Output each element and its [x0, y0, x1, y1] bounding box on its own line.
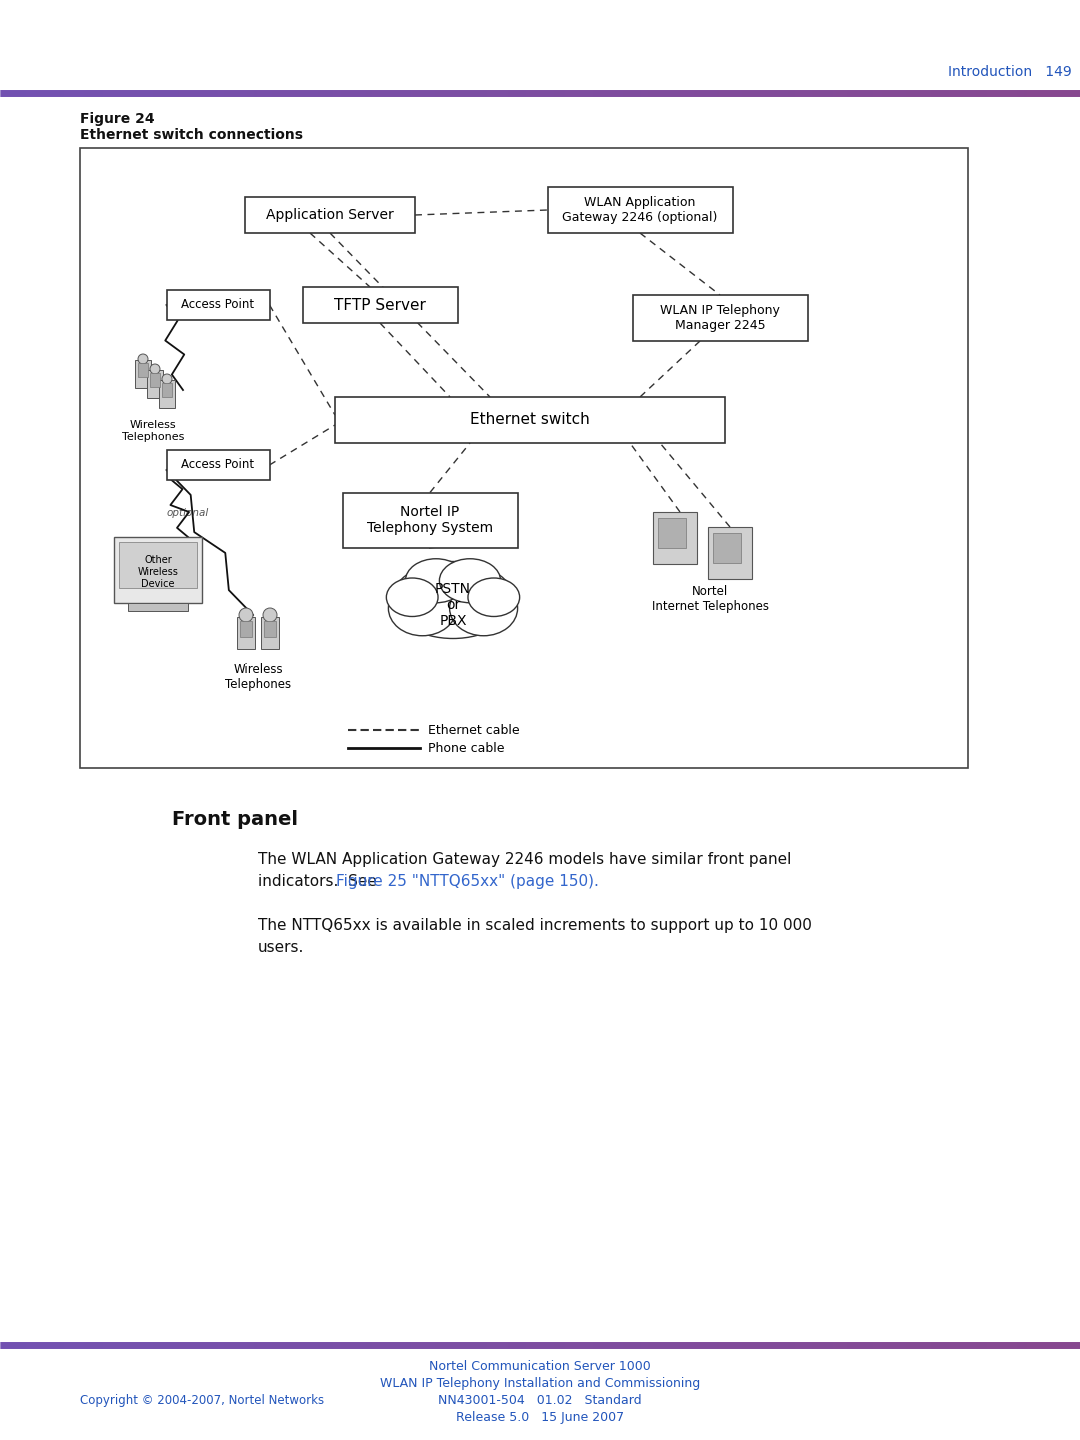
Text: Release 5.0   15 June 2007: Release 5.0 15 June 2007	[456, 1411, 624, 1424]
Bar	[162, 383, 172, 397]
Ellipse shape	[387, 577, 438, 616]
Text: The NTTQ65xx is available in scaled increments to support up to 10 000: The NTTQ65xx is available in scaled incr…	[258, 919, 812, 933]
Bar	[166, 449, 270, 480]
Text: Introduction   149: Introduction 149	[948, 65, 1071, 79]
Text: Ethernet switch: Ethernet switch	[470, 412, 590, 428]
Bar	[159, 380, 175, 408]
Text: TFTP Server: TFTP Server	[334, 298, 426, 312]
Bar	[633, 295, 808, 341]
Bar	[138, 363, 148, 377]
Bar	[166, 289, 270, 320]
Ellipse shape	[440, 559, 501, 603]
Text: Nortel IP
Telephony System: Nortel IP Telephony System	[367, 505, 494, 536]
Text: WLAN Application
Gateway 2246 (optional): WLAN Application Gateway 2246 (optional)	[563, 196, 718, 225]
Bar	[548, 187, 732, 233]
Bar	[147, 370, 163, 397]
Text: Figure 25 "NTTQ65xx" (page 150).: Figure 25 "NTTQ65xx" (page 150).	[336, 874, 599, 888]
Bar	[708, 527, 752, 579]
Text: The WLAN Application Gateway 2246 models have similar front panel: The WLAN Application Gateway 2246 models…	[258, 852, 792, 867]
Text: optional: optional	[167, 508, 210, 518]
Text: NN43001-504   01.02   Standard: NN43001-504 01.02 Standard	[438, 1394, 642, 1407]
Bar	[342, 492, 517, 547]
Bar	[135, 360, 151, 387]
Text: Nortel
Internet Telephones: Nortel Internet Telephones	[651, 585, 769, 613]
Bar	[653, 513, 697, 564]
Text: WLAN IP Telephony Installation and Commissioning: WLAN IP Telephony Installation and Commi…	[380, 1377, 700, 1390]
Circle shape	[264, 608, 276, 622]
Text: Access Point: Access Point	[181, 298, 255, 311]
Text: Access Point: Access Point	[181, 458, 255, 471]
Text: Other
Wireless
Device: Other Wireless Device	[137, 556, 178, 589]
Bar	[150, 373, 160, 387]
Circle shape	[138, 354, 148, 364]
Circle shape	[162, 374, 172, 384]
Bar	[119, 541, 197, 588]
Ellipse shape	[389, 580, 457, 635]
Text: Wireless
Telephones: Wireless Telephones	[225, 662, 292, 691]
Text: Figure 24: Figure 24	[80, 112, 154, 125]
Text: indicators.  See: indicators. See	[258, 874, 381, 888]
Text: Application Server: Application Server	[266, 207, 394, 222]
Bar	[245, 197, 415, 233]
Bar	[261, 616, 279, 649]
Bar	[658, 518, 686, 549]
Bar	[335, 397, 725, 444]
Text: Wireless
Telephones: Wireless Telephones	[122, 420, 185, 442]
Ellipse shape	[392, 562, 514, 638]
Ellipse shape	[405, 559, 467, 603]
Text: WLAN IP Telephony
Manager 2245: WLAN IP Telephony Manager 2245	[660, 304, 780, 333]
Bar	[302, 287, 458, 323]
Text: Copyright © 2004-2007, Nortel Networks: Copyright © 2004-2007, Nortel Networks	[80, 1394, 324, 1407]
Bar	[80, 148, 968, 768]
Ellipse shape	[468, 577, 519, 616]
Circle shape	[150, 364, 160, 374]
Text: PSTN
or
PBX: PSTN or PBX	[435, 582, 471, 628]
Bar	[114, 537, 202, 603]
Text: Ethernet cable: Ethernet cable	[428, 723, 519, 736]
Bar	[713, 533, 741, 563]
Text: Front panel: Front panel	[172, 809, 298, 829]
Bar	[264, 621, 276, 636]
Circle shape	[239, 608, 253, 622]
Text: Nortel Communication Server 1000: Nortel Communication Server 1000	[429, 1359, 651, 1372]
Text: users.: users.	[258, 940, 305, 955]
Text: Phone cable: Phone cable	[428, 742, 504, 755]
Bar	[237, 616, 255, 649]
Bar	[129, 603, 188, 611]
Text: Ethernet switch connections: Ethernet switch connections	[80, 128, 303, 143]
Bar	[240, 621, 252, 636]
Ellipse shape	[449, 580, 517, 635]
